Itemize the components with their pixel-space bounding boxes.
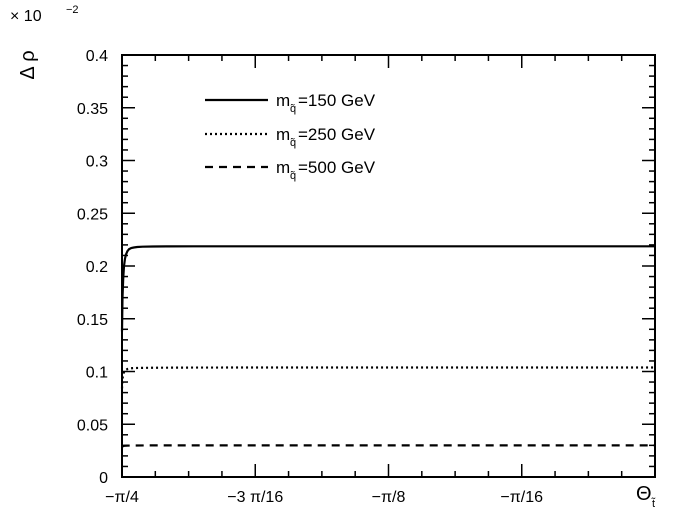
y-multiplier-exponent: −2 (66, 4, 79, 16)
axes: 0 0.05 0.1 0.15 0.2 0.25 0.3 0.35 0.4 −π/4 −3 π/16… (10, 4, 656, 510)
y-tick-label: 0.15 (77, 312, 108, 329)
legend-label-subscript: q̃ (290, 103, 296, 115)
series-line-solid (120, 245, 655, 332)
x-tick-label: −3 π/16 (227, 489, 283, 506)
x-tick-label: −π/16 (500, 489, 543, 506)
legend-label-prefix: m (276, 91, 290, 110)
series-line-dotted (120, 366, 655, 389)
x-axis-label-subscript: t̃ (651, 497, 656, 510)
series-layer (120, 245, 655, 448)
x-tick-label: −π/4 (105, 489, 139, 506)
legend-label-subscript: q̃ (290, 137, 296, 149)
legend-label-subscript: q̃ (290, 170, 296, 182)
legend-label-prefix: m (276, 125, 290, 144)
x-tick-label: −π/8 (372, 489, 406, 506)
y-axis-label: Δ ρ (17, 50, 39, 79)
y-tick-label: 0.35 (77, 101, 108, 118)
legend-label: =150 GeV (298, 91, 376, 110)
y-tick-label: 0.05 (77, 417, 108, 434)
y-tick-label: 0 (99, 470, 108, 487)
plot-frame (121, 54, 656, 478)
y-tick-label: 0.25 (77, 206, 108, 223)
y-tick-label: 0.4 (86, 48, 108, 65)
y-multiplier: × 10 (10, 8, 42, 25)
y-tick-label: 0.2 (86, 259, 108, 276)
y-tick-label: 0.1 (86, 365, 108, 382)
legend-label: =500 GeV (298, 158, 376, 177)
series-line-dashed (121, 444, 655, 448)
x-axis-label: Θ (636, 483, 652, 505)
y-tick-label: 0.3 (86, 154, 108, 171)
legend-label-prefix: m (276, 158, 290, 177)
legend-label: =250 GeV (298, 125, 376, 144)
